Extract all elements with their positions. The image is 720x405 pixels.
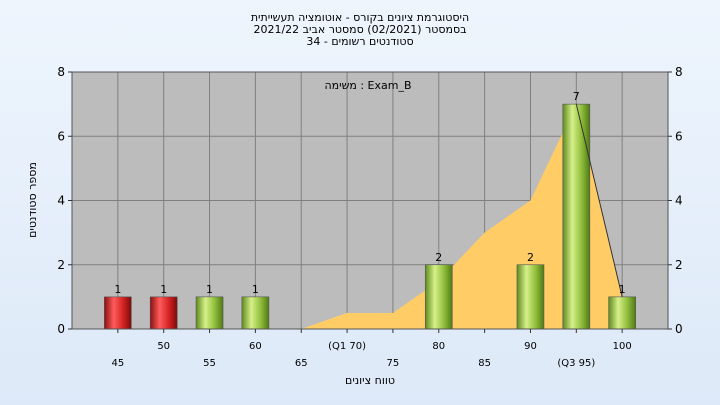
y-tick-right-3: 6 — [675, 129, 683, 143]
data-label-1: 1 — [160, 283, 167, 296]
chart-annotation: משימה : Exam_B — [324, 79, 411, 92]
y-tick-right-1: 2 — [675, 258, 683, 272]
data-label-7: 2 — [435, 251, 442, 264]
x-axis-label: טווח ציונים — [345, 374, 395, 387]
x-tick-label-5: (Q1 70) — [328, 341, 366, 352]
bar-10 — [562, 103, 591, 330]
chart-title-line-2: בסמסטר (02/2021) סמסטר אביב 2021/22 — [253, 23, 467, 36]
data-label-2: 1 — [206, 283, 213, 296]
data-label-3: 1 — [252, 283, 259, 296]
y-axis-label: מספר סטודנטים — [26, 162, 39, 238]
y-tick-right-0: 0 — [675, 322, 683, 336]
trend-line — [575, 104, 623, 297]
bar-7 — [424, 264, 453, 330]
y-tick-left-1: 2 — [57, 258, 65, 272]
data-label-11: 1 — [619, 283, 626, 296]
x-tick-label-2: 55 — [203, 358, 216, 369]
distribution-area — [117, 104, 623, 329]
chart-title-line-1: היסטוגרמת ציונים בקורס - אוטומציה תעשיית… — [250, 11, 470, 24]
x-tick-label-1: 50 — [157, 341, 170, 352]
x-tick-label-3: 60 — [249, 341, 262, 352]
y-tick-right-4: 8 — [675, 65, 683, 79]
x-tick-label-10: (Q3 95) — [557, 358, 595, 369]
data-label-9: 2 — [527, 251, 534, 264]
bar-9 — [516, 264, 545, 330]
bar-11 — [608, 296, 636, 330]
axis-ticks: 0 0 2 2 4 4 6 6 8 8 45 50 55 60 65 (Q1 70) 75 80 85 90 (Q3 9… — [57, 65, 682, 369]
bar-0 — [104, 296, 132, 330]
y-tick-left-2: 4 — [57, 194, 65, 208]
chart-title-line-3: סטודנטים רשומים - 34 — [306, 35, 414, 48]
y-tick-left-4: 8 — [57, 65, 65, 79]
x-tick-label-7: 80 — [432, 341, 445, 352]
y-tick-left-0: 0 — [57, 322, 65, 336]
x-tick-label-8: 85 — [478, 358, 491, 369]
data-label-10: 7 — [573, 90, 580, 103]
x-tick-label-0: 45 — [111, 358, 124, 369]
x-tick-label-11: 100 — [613, 341, 632, 352]
bar-1 — [149, 296, 178, 330]
y-tick-left-3: 6 — [57, 129, 65, 143]
bar-3 — [241, 296, 270, 330]
bar-2 — [195, 296, 224, 330]
data-labels: 1 1 1 1 2 2 7 1 — [114, 90, 625, 296]
x-tick-label-4: 65 — [295, 358, 308, 369]
x-tick-label-9: 90 — [524, 341, 537, 352]
x-tick-label-6: 75 — [387, 358, 400, 369]
bar-series — [104, 103, 636, 330]
data-label-0: 1 — [114, 283, 121, 296]
y-tick-right-2: 4 — [675, 194, 683, 208]
